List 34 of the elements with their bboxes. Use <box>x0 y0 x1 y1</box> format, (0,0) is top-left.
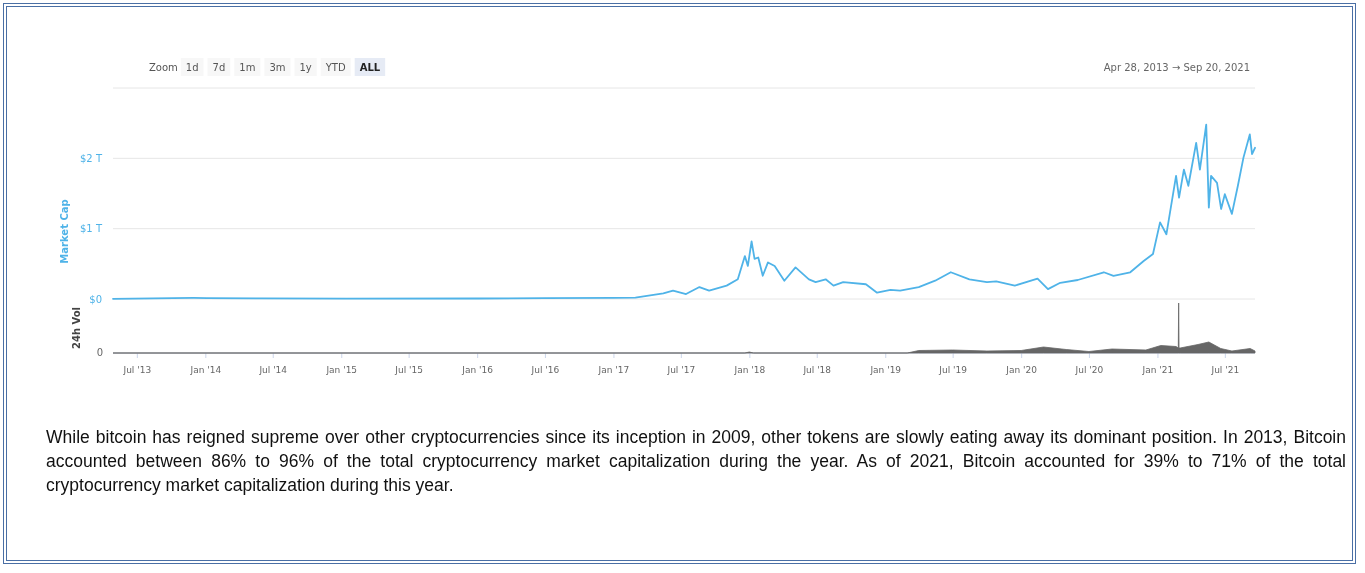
line-series <box>112 123 1256 300</box>
x-tick-label: Jan '14 <box>189 364 222 375</box>
x-tick-label: Jan '20 <box>1005 364 1038 375</box>
x-tick-label: Jan '18 <box>733 364 766 375</box>
x-tick-label: Jul '16 <box>530 364 560 375</box>
text: 1d <box>185 62 199 73</box>
x-tick-label: Jul '15 <box>394 364 423 375</box>
x-tick-label: Jul '14 <box>258 364 288 375</box>
text: 1m <box>239 62 256 73</box>
y-tick-label: $0 <box>89 293 102 305</box>
text: Apr 28, 2013 → Sep 20, 2021 <box>1103 62 1250 73</box>
x-tick-label: Jan '16 <box>461 364 494 375</box>
text: While bitcoin has reigned supreme over other cryptocurrencies since its inception in 2009, other tokens are slowly eating away its dominant position. In 2013, Bitcoin accounted between 86% to 96% of the total cryptocurrency market capitalization during the year. As of 2021, Bitcoin accounted for 39% to 71% of the total cryptocurrency market capitalization during this year. <box>46 426 1346 497</box>
x-tick-label: Jul '18 <box>802 364 832 375</box>
text: 0 <box>96 347 103 358</box>
x-tick-label: Jan '21 <box>1141 364 1174 375</box>
text: 3m <box>269 62 286 73</box>
text: YTD <box>324 62 346 73</box>
x-tick-label: Jan '17 <box>597 364 630 375</box>
y-axis-title: Market Cap <box>59 199 70 264</box>
y-axis-title: 24h Vol <box>71 306 82 350</box>
y-tick-label: $1 T <box>79 223 103 235</box>
x-tick-label: Jul '20 <box>1074 364 1104 375</box>
text: 7d <box>212 62 226 73</box>
x-tick-label: Jan '19 <box>869 364 902 375</box>
y-tick-label: $2 T <box>79 153 103 165</box>
x-tick-label: Jul '21 <box>1210 364 1240 375</box>
text: Zoom <box>149 62 178 73</box>
x-tick-label: Jan '15 <box>325 364 358 375</box>
text: 1y <box>299 62 312 73</box>
x-tick-label: Jul '17 <box>666 364 696 375</box>
text: ALL <box>359 62 381 73</box>
x-tick-label: Jul '19 <box>938 364 968 375</box>
x-tick-label: Jul '13 <box>122 364 152 375</box>
